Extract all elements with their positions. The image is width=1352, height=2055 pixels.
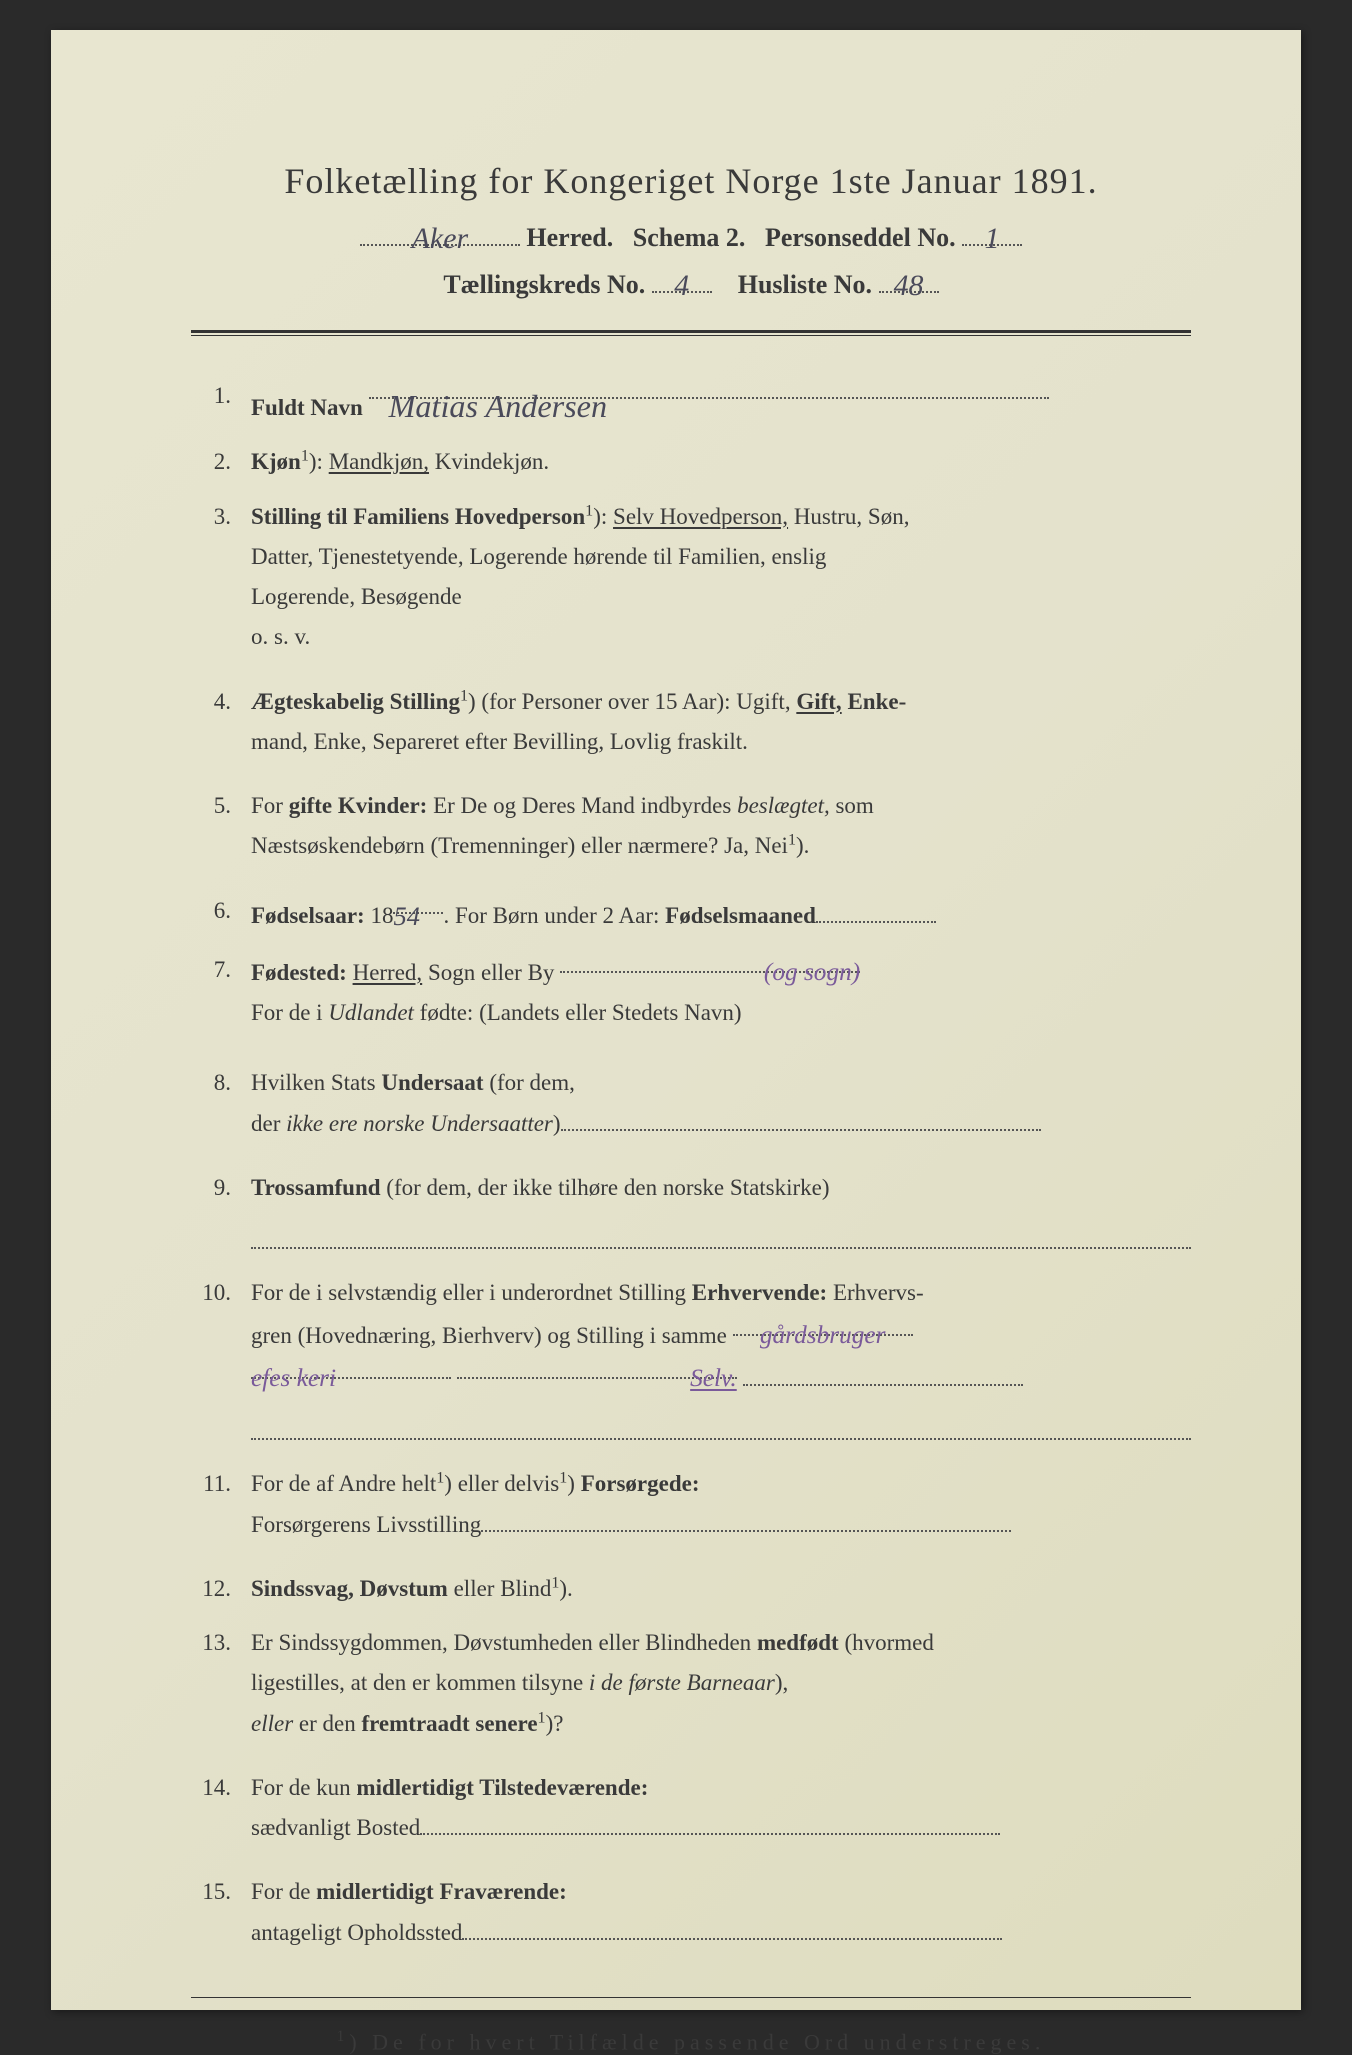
item-7: 7. Fødested: Herred, Sogn eller By (og s… bbox=[191, 950, 1191, 1034]
item-13: 13. Er Sindssygdommen, Døvstumheden elle… bbox=[191, 1623, 1191, 1744]
sex-male-underlined: Mandkjøn, bbox=[329, 449, 429, 474]
divider-top bbox=[191, 330, 1191, 336]
item-9: 9. Trossamfund (for dem, der ikke tilhør… bbox=[191, 1168, 1191, 1249]
birthplace-field: (og sogn) bbox=[560, 950, 860, 973]
occupation-field-1: gårdsbruger bbox=[733, 1313, 913, 1336]
item-5: 5. For gifte Kvinder: Er De og Deres Man… bbox=[191, 786, 1191, 867]
occupation-field-2: efes keri bbox=[251, 1356, 451, 1379]
main-title: Folketælling for Kongeriget Norge 1ste J… bbox=[191, 160, 1191, 202]
divider-bottom bbox=[191, 1997, 1191, 1998]
herred-field: Aker bbox=[360, 220, 520, 246]
census-form-page: Folketælling for Kongeriget Norge 1ste J… bbox=[51, 30, 1301, 2010]
header-line2: Aker Herred. Schema 2. Personseddel No. … bbox=[191, 220, 1191, 253]
item-2: 2. Kjøn1): Mandkjøn, Kvindekjøn. bbox=[191, 442, 1191, 482]
married-underlined: Gift, bbox=[796, 689, 841, 714]
birth-year-field: 54 bbox=[393, 891, 443, 914]
person-no-field: 1 bbox=[962, 220, 1022, 246]
husliste-no-field: 48 bbox=[879, 267, 939, 293]
footnote: 1) De for hvert Tilfælde passende Ord un… bbox=[191, 2028, 1191, 2055]
item-4: 4. Ægteskabelig Stilling1) (for Personer… bbox=[191, 682, 1191, 763]
birthplace-underlined: Herred, bbox=[353, 960, 423, 985]
item-10: 10. For de i selvstændig eller i underor… bbox=[191, 1273, 1191, 1441]
item-8: 8. Hvilken Stats Undersaat (for dem, der… bbox=[191, 1063, 1191, 1144]
item-6: 6. Fødselsaar: 1854. For Børn under 2 Aa… bbox=[191, 891, 1191, 936]
head-underlined: Selv Hovedperson, bbox=[613, 504, 788, 529]
form-header: Folketælling for Kongeriget Norge 1ste J… bbox=[191, 160, 1191, 300]
item-11: 11. For de af Andre helt1) eller delvis1… bbox=[191, 1464, 1191, 1545]
item-1: 1. Fuldt Navn Matias Andersen bbox=[191, 376, 1191, 428]
kreds-no-field: 4 bbox=[652, 267, 712, 293]
item-12: 12. Sindssvag, Døvstum eller Blind1). bbox=[191, 1569, 1191, 1609]
header-line3: Tællingskreds No. 4 Husliste No. 48 bbox=[191, 267, 1191, 300]
item-3: 3. Stilling til Familiens Hovedperson1):… bbox=[191, 497, 1191, 658]
name-field: Matias Andersen bbox=[369, 376, 1049, 399]
item-15: 15. For de midlertidigt Fraværende: anta… bbox=[191, 1872, 1191, 1953]
item-14: 14. For de kun midlertidigt Tilstedevære… bbox=[191, 1768, 1191, 1849]
